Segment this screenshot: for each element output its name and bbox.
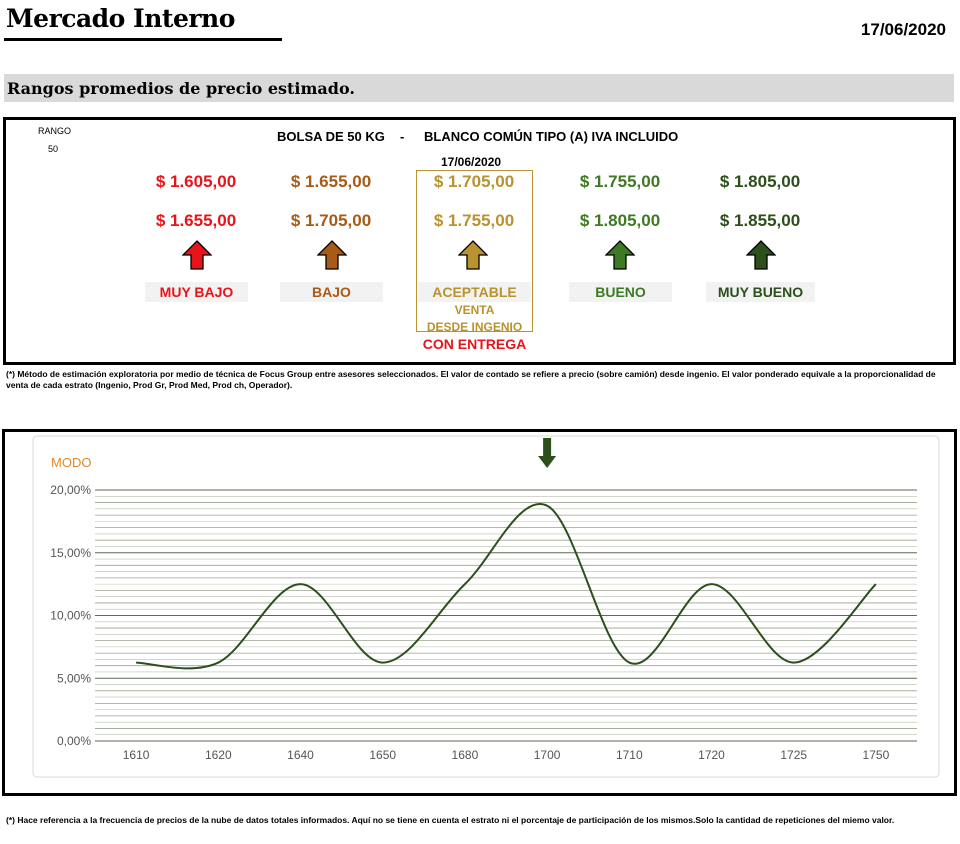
gridlines <box>95 489 917 742</box>
section-subtitle: Rangos promedios de precio estimado. <box>7 79 355 98</box>
y-tick-label: 0,00% <box>57 734 91 748</box>
range-low-price: $ 1.805,00 <box>719 172 801 191</box>
range-high-price: $ 1.655,00 <box>155 211 237 230</box>
range-low-price: $ 1.605,00 <box>155 172 237 191</box>
chart-marker <box>538 438 557 468</box>
y-tick-labels: 0,00% 5,00% 10,00% 15,00% 20,00% <box>50 483 91 748</box>
range-low-price: $ 1.655,00 <box>290 172 372 191</box>
desde-ingenio-label: DESDE INGENIO <box>426 320 523 334</box>
x-tick-label: 1620 <box>205 748 232 762</box>
x-tick-label: 1720 <box>698 748 725 762</box>
range-label: BUENO <box>569 282 672 302</box>
chart-title: MODO <box>51 455 91 470</box>
title-underline <box>4 38 282 41</box>
rango-label: RANGO <box>38 126 72 136</box>
chart-footnote: (*) Hace referencia a la frecuencia de p… <box>6 815 895 825</box>
chart-frame <box>2 429 957 796</box>
range-high-price: $ 1.705,00 <box>290 211 372 230</box>
range-high-price: $ 1.855,00 <box>719 211 801 230</box>
venta-label: VENTA <box>454 303 495 317</box>
series-line-path <box>136 502 877 670</box>
x-tick-label: 1700 <box>534 748 561 762</box>
range-high-price: $ 1.755,00 <box>433 211 515 230</box>
page-title: Mercado Interno <box>6 4 235 33</box>
arrow-up-icon <box>746 240 776 270</box>
panel-date: 17/06/2020 <box>441 155 502 169</box>
x-tick-label: 1610 <box>123 748 150 762</box>
series-line <box>136 502 877 670</box>
arrow-up-icon <box>182 240 212 270</box>
x-tick-label: 1710 <box>616 748 643 762</box>
header-dash: - <box>400 129 405 144</box>
arrow-up-icon <box>458 240 488 270</box>
y-tick-label: 10,00% <box>50 609 91 623</box>
x-tick-label: 1725 <box>780 748 807 762</box>
x-tick-label: 1750 <box>863 748 890 762</box>
x-tick-label: 1640 <box>287 748 314 762</box>
arrow-up-icon <box>317 240 347 270</box>
range-low-price: $ 1.755,00 <box>579 172 661 191</box>
aceptable-highlight-box <box>416 170 533 332</box>
chart-area <box>32 435 940 778</box>
bolsa-label: BOLSA DE 50 KG <box>277 129 385 144</box>
con-entrega-label: CON ENTREGA <box>422 336 527 352</box>
y-tick-label: 5,00% <box>57 671 91 685</box>
range-label: BAJO <box>280 282 383 302</box>
x-tick-label: 1650 <box>369 748 396 762</box>
arrow-down-icon <box>538 438 557 468</box>
arrow-up-icon <box>605 240 635 270</box>
subtitle-bar <box>4 74 954 102</box>
range-label: MUY BUENO <box>706 282 815 302</box>
price-range-panel <box>3 117 956 365</box>
method-footnote: (*) Método de estimación exploratoria po… <box>6 369 936 390</box>
y-tick-label: 20,00% <box>50 483 91 497</box>
header-date: 17/06/2020 <box>860 20 946 39</box>
range-low-price: $ 1.705,00 <box>433 172 515 191</box>
y-tick-label: 15,00% <box>50 546 91 560</box>
range-high-price: $ 1.805,00 <box>579 211 661 230</box>
range-label: ACEPTABLE <box>418 282 531 302</box>
x-tick-label: 1680 <box>452 748 479 762</box>
mode-chart: MODO 0,00%5,00%10,00%15,00%20,00% 1610 16… <box>32 435 940 778</box>
rango-value: 50 <box>48 144 59 154</box>
sugar-type-label: BLANCO COMÚN TIPO (A) IVA INCLUIDO <box>424 129 679 144</box>
range-label: MUY BAJO <box>145 282 248 302</box>
x-tick-labels: 1610 1620 1640 1650 1680 1700 1710 1720 1725 1750 <box>123 748 890 762</box>
